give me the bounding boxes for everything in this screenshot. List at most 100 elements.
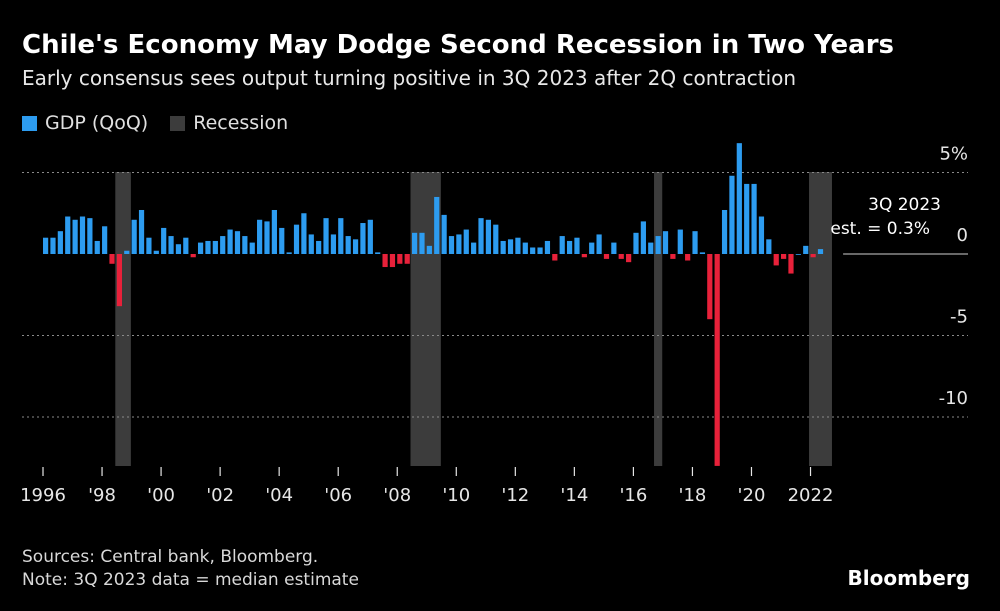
x-tick-label: '04 — [265, 485, 293, 506]
annotation: 3Q 2023 est. = 0.3% — [830, 195, 941, 239]
gdp-bar — [404, 254, 410, 264]
gdp-bar — [581, 254, 587, 258]
gdp-bar — [574, 237, 580, 254]
gdp-bar — [79, 216, 86, 254]
gdp-bar — [448, 236, 455, 254]
gdp-bar — [131, 219, 137, 254]
gdp-bar — [352, 239, 359, 254]
gdp-bar — [773, 254, 779, 266]
gdp-bar — [441, 214, 447, 254]
gdp-bar — [220, 236, 226, 254]
x-tick-label: '14 — [560, 485, 588, 506]
x-tick-label: '12 — [501, 485, 529, 506]
gdp-bar — [648, 242, 654, 254]
gdp-bar — [781, 254, 787, 259]
gdp-bar — [817, 249, 824, 254]
gdp-bar — [57, 231, 63, 254]
gdp-bar — [478, 218, 484, 254]
chart-subtitle: Early consensus sees output turning posi… — [22, 66, 797, 90]
data-note: Note: 3Q 2023 data = median estimate — [22, 570, 359, 590]
gdp-bar — [249, 242, 255, 254]
gdp-bar — [633, 232, 639, 254]
gdp-bar — [795, 254, 801, 255]
gdp-bar — [153, 250, 159, 254]
gdp-bar — [72, 219, 78, 254]
gdp-bar — [43, 237, 49, 254]
gdp-bar — [412, 232, 418, 254]
x-tick-label: 2022 — [788, 485, 834, 506]
gdp-bar — [338, 218, 344, 254]
gdp-bar — [500, 240, 506, 254]
x-tick-label: '98 — [88, 485, 116, 506]
gdp-bar — [493, 224, 499, 254]
gdp-bar — [515, 237, 521, 254]
gdp-bar — [699, 252, 706, 254]
legend-swatch-gdp — [22, 115, 37, 131]
x-tick-label: '02 — [206, 485, 234, 506]
gdp-bar — [146, 237, 152, 254]
gdp-bar — [744, 183, 750, 254]
gdp-bar — [566, 240, 573, 254]
gdp-bar — [662, 231, 669, 254]
gdp-bar — [197, 242, 204, 254]
legend-swatch-recession — [170, 115, 186, 131]
gdp-bar — [360, 223, 366, 254]
bloomberg-logo: Bloomberg — [847, 566, 970, 590]
gdp-bar — [50, 237, 56, 254]
gdp-bar — [286, 252, 292, 254]
gdp-bar — [611, 242, 617, 254]
gdp-bar — [714, 254, 720, 466]
gdp-bar — [810, 254, 816, 258]
gdp-bar — [124, 250, 130, 254]
gdp-bar — [183, 237, 189, 254]
gdp-bar — [257, 219, 263, 254]
legend-item-gdp: GDP (QoQ) — [22, 112, 148, 134]
x-tick-label: '08 — [383, 485, 411, 506]
gdp-bar — [456, 234, 462, 254]
gdp-bar — [279, 227, 285, 254]
gdp-bar — [721, 209, 728, 254]
y-tick-label: 0 — [957, 225, 968, 246]
gdp-bar — [419, 232, 425, 254]
gdp-bar — [471, 242, 477, 254]
gdp-bar — [301, 213, 307, 254]
gdp-bar — [161, 227, 167, 254]
gdp-bar — [212, 240, 218, 254]
gdp-bar — [234, 231, 241, 254]
gdp-bar — [330, 234, 337, 254]
gdp-bar — [138, 209, 145, 254]
y-tick-labels: 5% 0 -5 -10 — [939, 144, 968, 410]
gdp-bar — [655, 236, 661, 254]
gdp-bar — [382, 254, 388, 268]
gdp-bar — [803, 245, 809, 254]
legend-item-recession: Recession — [170, 112, 288, 134]
gdp-bar — [670, 254, 676, 259]
gridlines — [22, 172, 968, 418]
annotation-line-1: 3Q 2023 — [868, 195, 941, 215]
x-tick-label: '10 — [442, 485, 470, 506]
legend: GDP (QoQ) Recession — [22, 110, 310, 136]
gdp-bar — [596, 234, 602, 254]
gdp-bar — [729, 175, 735, 254]
recession-band — [115, 172, 131, 466]
gdp-bar — [552, 254, 558, 261]
gdp-bar — [618, 254, 624, 259]
recession-band — [654, 172, 663, 466]
chart-title: Chile's Economy May Dodge Second Recessi… — [22, 30, 895, 60]
x-tick-label: '18 — [679, 485, 707, 506]
gdp-bar — [168, 236, 174, 254]
gdp-bar — [463, 229, 469, 254]
gdp-bar — [426, 245, 432, 254]
gdp-bar — [102, 226, 108, 254]
gdp-bar — [788, 254, 794, 274]
gdp-bar — [308, 234, 314, 254]
gdp-bar — [507, 239, 514, 254]
annotation-line-2: est. = 0.3% — [830, 219, 930, 239]
gdp-bar — [640, 221, 646, 254]
gdp-bars — [43, 143, 824, 466]
gdp-bar — [271, 209, 277, 254]
y-tick-label: -10 — [939, 388, 968, 409]
x-tick-label: 1996 — [20, 485, 66, 506]
gdp-bar — [766, 239, 772, 254]
